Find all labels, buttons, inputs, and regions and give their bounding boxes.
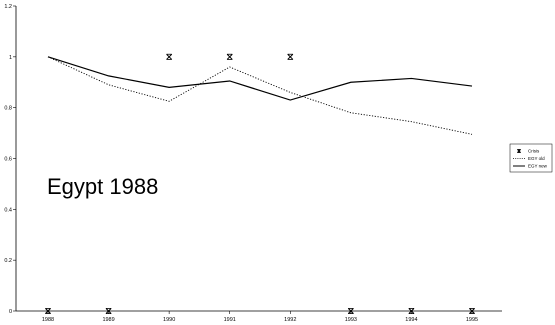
x-tick-label: 1995 [466, 317, 478, 323]
crisis-marker [226, 53, 233, 60]
x-tick-label: 1993 [345, 317, 357, 323]
crisis-marker [166, 53, 173, 60]
y-tick-label: 1.2 [4, 4, 12, 10]
series-egy-new [47, 56, 473, 101]
x-tick-label: 1989 [102, 317, 114, 323]
series-crisis [45, 53, 475, 315]
series-egy-old [47, 56, 473, 135]
crisis-marker [347, 307, 354, 315]
x-tick-label: 1994 [405, 317, 417, 323]
legend-item: EGY new [513, 164, 548, 169]
crisis-marker [105, 307, 112, 315]
crisis-marker [287, 53, 294, 60]
legend-label: EGY new [528, 164, 548, 169]
axis-ticks: 0 0.2 0.4 0.6 0.8 1 1.2 1988 1989 1990 1991 1992 199… [4, 4, 478, 323]
series [45, 53, 475, 315]
axes [15, 6, 502, 312]
legend-items: Crisis EGY old EGY new [513, 149, 548, 169]
crisis-marker [408, 307, 415, 315]
y-tick-label: 1 [9, 55, 12, 61]
legend-label: Crisis [528, 149, 540, 154]
legend-item: EGY old [513, 156, 545, 161]
x-tick-label: 1988 [42, 317, 54, 323]
y-tick-label: 0.6 [4, 157, 12, 163]
y-tick-label: 0.8 [4, 106, 12, 112]
legend-label: EGY old [528, 156, 545, 161]
y-tick-label: 0 [9, 309, 12, 315]
x-tick-label: 1991 [224, 317, 236, 323]
legend-swatch [517, 148, 521, 154]
legend-box [509, 143, 553, 173]
crisis-marker [45, 307, 51, 315]
crisis-marker [469, 307, 475, 315]
y-tick-label: 0.2 [4, 258, 12, 264]
chart-annotation: Egypt 1988 [47, 174, 158, 199]
series-line [47, 56, 473, 135]
legend-item: Crisis [517, 149, 540, 154]
y-tick-label: 0.4 [4, 207, 12, 213]
legend: Crisis EGY old EGY new [509, 143, 553, 173]
x-tick-label: 1992 [284, 317, 296, 323]
x-tick-label: 1990 [163, 317, 175, 323]
series-line [47, 56, 473, 101]
